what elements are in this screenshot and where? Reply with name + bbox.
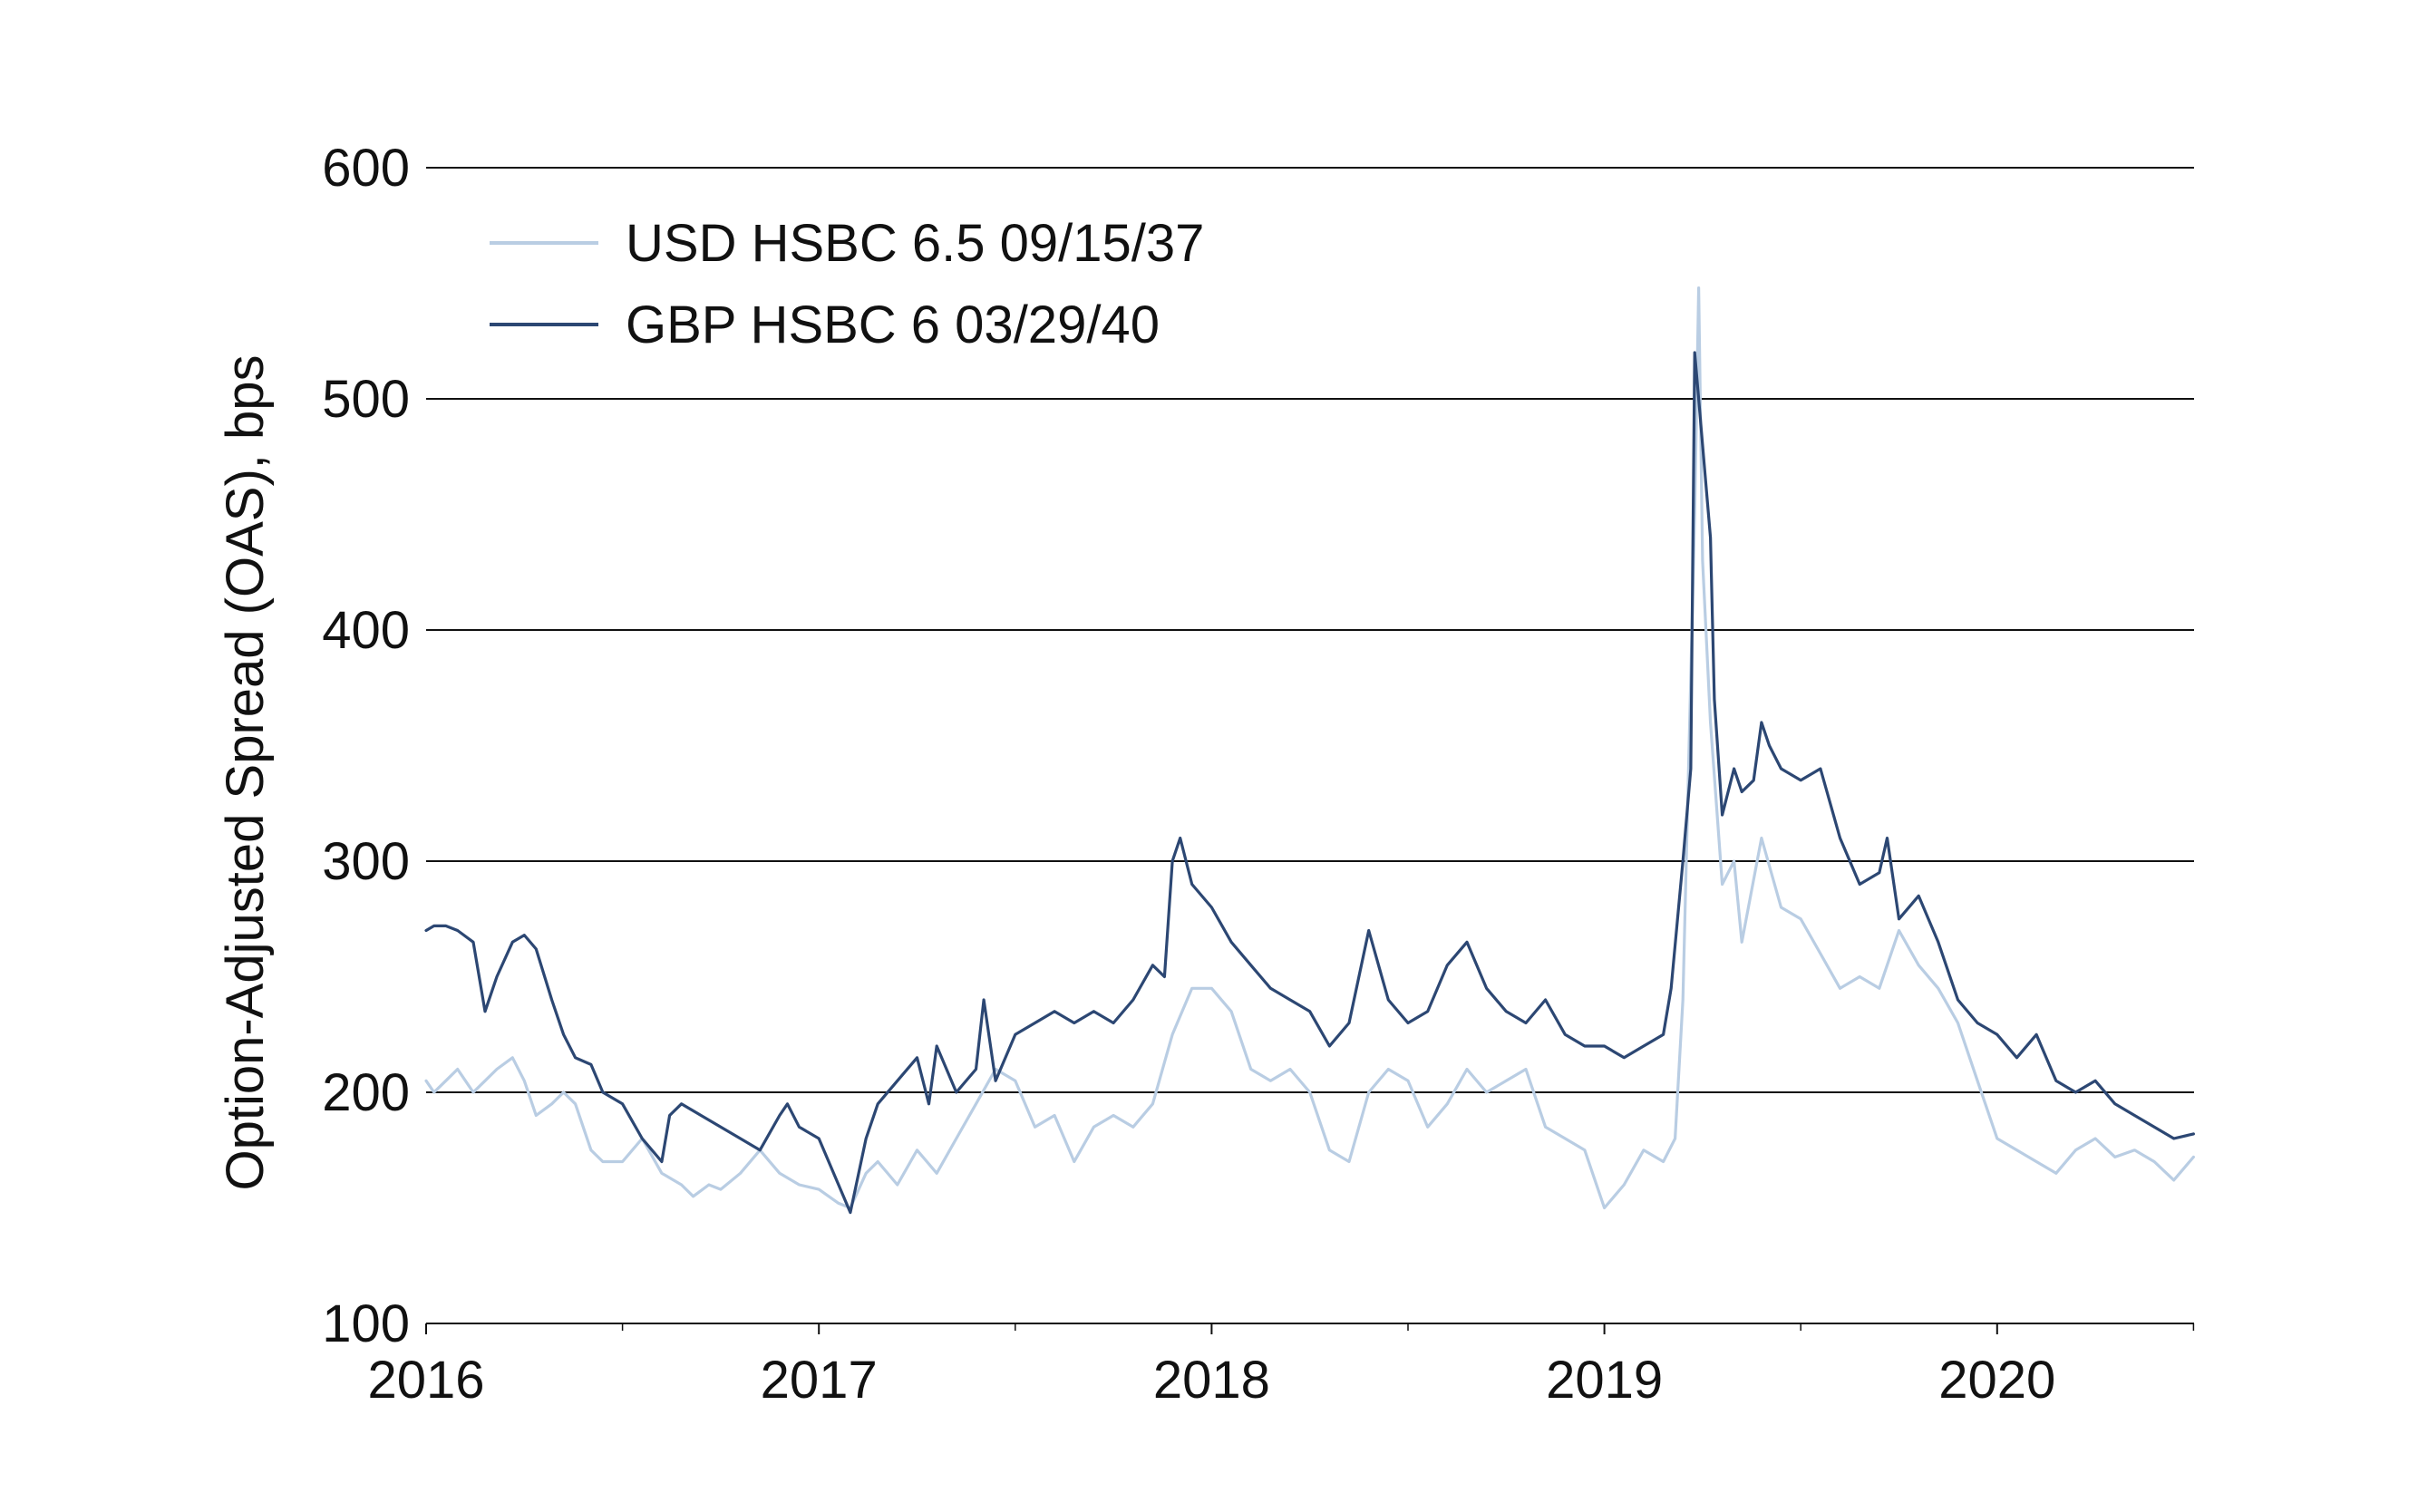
y-tick-label: 300 xyxy=(322,832,410,891)
y-tick-label: 400 xyxy=(322,601,410,660)
x-tick-label: 2020 xyxy=(1938,1351,2055,1410)
series-lines xyxy=(424,286,2195,1215)
axes: 100 200 300 400 500 600 2016 2017 2018 2019 2020 xyxy=(322,139,2195,1410)
x-tick-label: 2017 xyxy=(761,1351,878,1410)
legend: USD HSBC 6.5 09/15/37 GBP HSBC 6 03/29/40 xyxy=(490,214,1204,354)
legend-label-gbp: GBP HSBC 6 03/29/40 xyxy=(626,296,1160,354)
y-tick-label: 500 xyxy=(322,370,410,429)
series-line-gbp xyxy=(424,351,2195,1215)
series-line-usd xyxy=(424,286,2195,1210)
x-tick-label: 2016 xyxy=(367,1351,484,1410)
y-tick-label: 200 xyxy=(322,1063,410,1122)
legend-label-usd: USD HSBC 6.5 09/15/37 xyxy=(626,214,1204,273)
y-tick-label: 100 xyxy=(322,1294,410,1353)
y-axis-title: Option-Adjusted Spread (OAS), bps xyxy=(216,354,275,1190)
y-tick-label: 600 xyxy=(322,139,410,198)
x-tick-label: 2018 xyxy=(1153,1351,1270,1410)
gridlines xyxy=(426,167,2194,1324)
x-tick-label: 2019 xyxy=(1546,1351,1663,1410)
